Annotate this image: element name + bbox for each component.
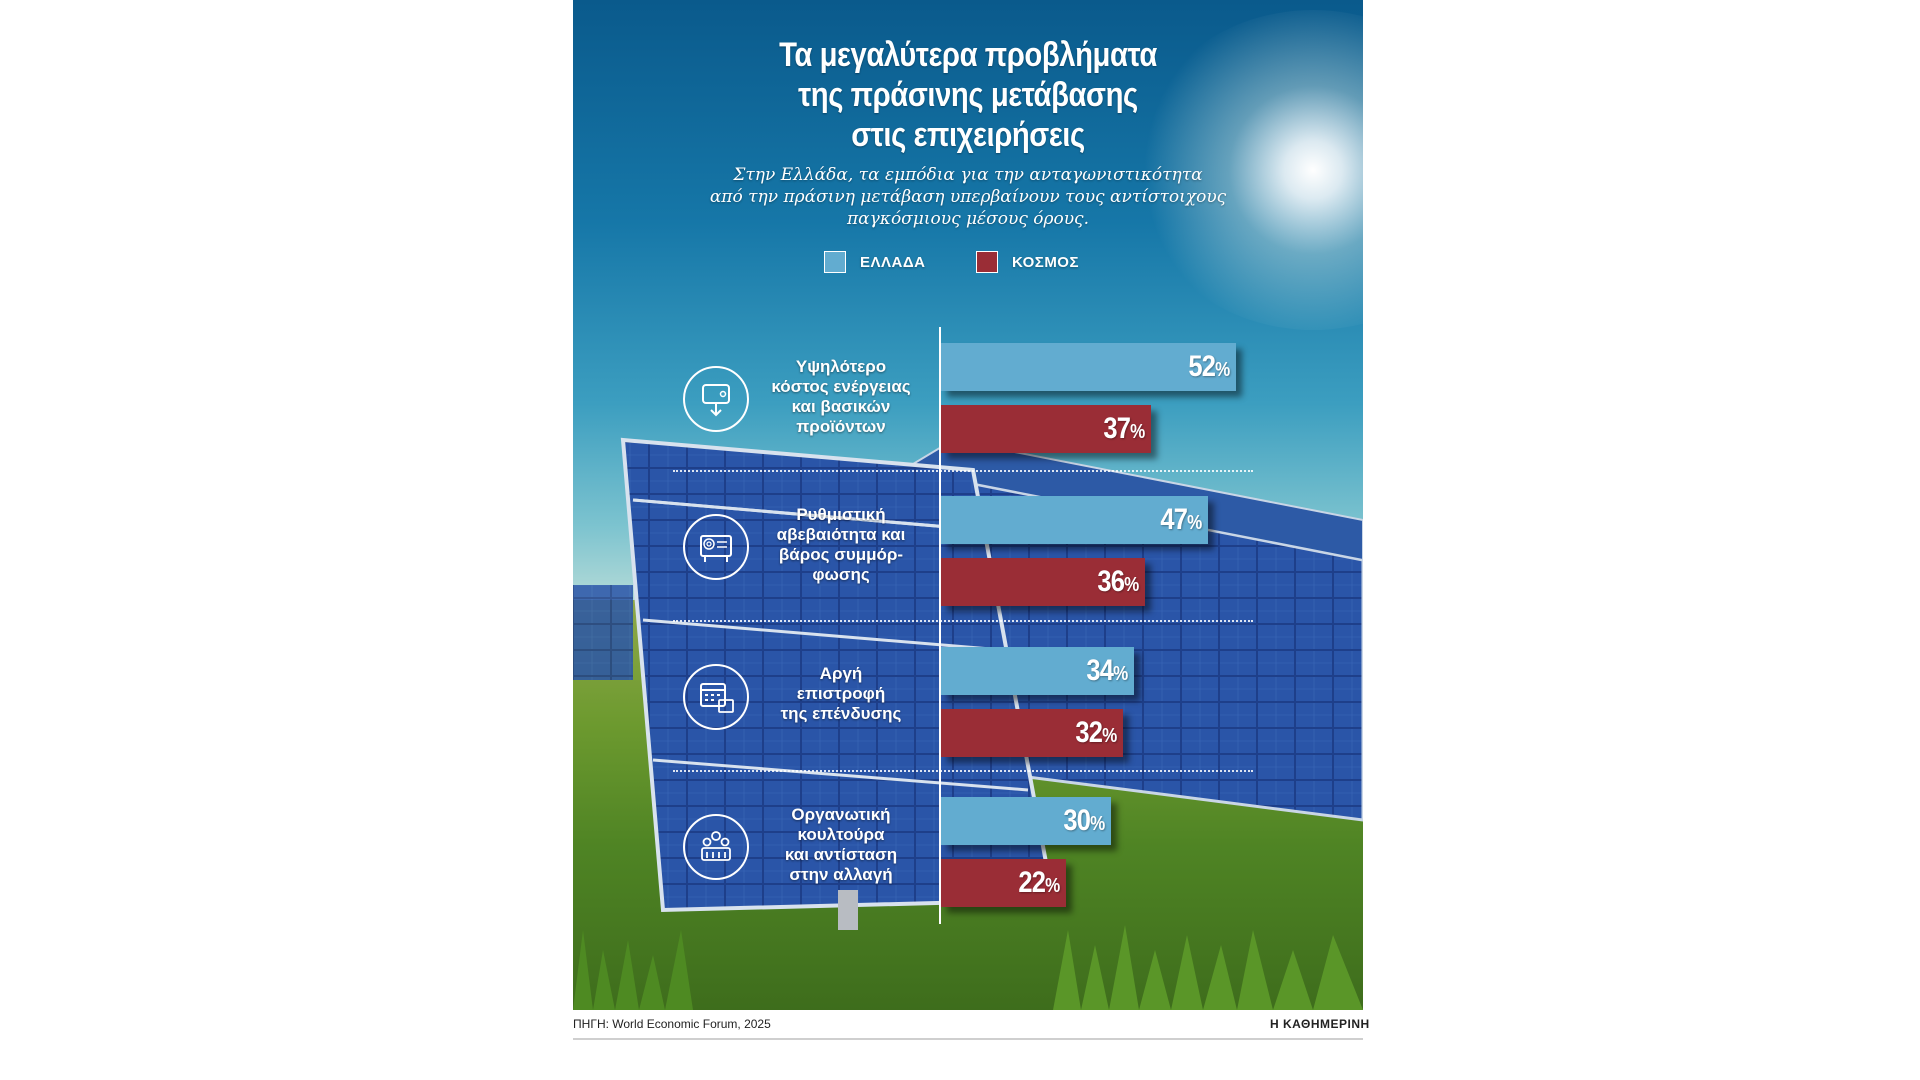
chart-title-line-2: της πράσινης μετάβασης xyxy=(798,76,1138,114)
bar-world-culture: 22% xyxy=(941,859,1066,907)
row-separator xyxy=(673,470,1253,472)
bar-value-label: 47% xyxy=(1160,503,1202,536)
category-label-line: Υψηλότερο xyxy=(795,357,887,376)
bar-value-label: 22% xyxy=(1018,866,1060,899)
source-note: ΠΗΓΗ: World Economic Forum, 2025 xyxy=(573,1017,771,1031)
bar-value-label: 36% xyxy=(1097,565,1139,598)
category-label-line: της επένδυσης xyxy=(780,704,902,723)
legend-item-greece: ΕΛΛΑΔΑ xyxy=(824,251,925,273)
calendar-money-icon xyxy=(683,664,749,730)
bar-axis-line xyxy=(939,327,941,924)
bar-value-label: 52% xyxy=(1188,350,1230,383)
category-label-line: κουλτούρα xyxy=(797,825,885,844)
subtitle-line-1: Στην Ελλάδα, τα εμπόδια για την ανταγωνι… xyxy=(733,165,1203,185)
legend-label-greece: ΕΛΛΑΔΑ xyxy=(860,253,926,271)
category-label-energy-cost: Υψηλότερο κόστος ενέργειας και βασικών π… xyxy=(755,357,927,437)
legend-swatch-greece xyxy=(824,251,846,273)
bar-world-energy-cost: 37% xyxy=(941,405,1151,453)
bar-value-label: 34% xyxy=(1086,654,1128,687)
category-label-line: επιστροφή xyxy=(796,684,886,703)
category-label-line: Ρυθμιστική xyxy=(796,505,886,524)
bar-value-label: 37% xyxy=(1103,412,1145,445)
category-label-line: φωσης xyxy=(812,565,870,584)
chart-title-line-3: στις επιχειρήσεις xyxy=(851,116,1085,154)
bar-greece-slow-return: 34% xyxy=(941,647,1134,695)
category-label-line: Αργή xyxy=(819,664,863,683)
bar-value-label: 30% xyxy=(1063,804,1105,837)
bar-greece-regulatory: 47% xyxy=(941,496,1208,544)
team-people-icon xyxy=(683,814,749,880)
legend-swatch-world xyxy=(976,251,998,273)
bar-world-regulatory: 36% xyxy=(941,558,1145,606)
category-label-slow-return: Αργή επιστροφή της επένδυσης xyxy=(755,664,927,724)
category-label-regulatory: Ρυθμιστική αβεβαιότητα και βάρος συμμόρ-… xyxy=(755,505,927,585)
category-label-line: Οργανωτική xyxy=(791,805,891,824)
category-label-culture: Οργανωτική κουλτούρα και αντίσταση στην … xyxy=(755,805,927,885)
legend-label-world: ΚΟΣΜΟΣ xyxy=(1012,253,1079,271)
bar-greece-energy-cost: 52% xyxy=(941,343,1236,391)
publisher-logo: Η ΚΑΘΗΜΕΡΙΝΗ xyxy=(1270,1017,1370,1031)
category-label-line: αβεβαιότητα και xyxy=(776,525,906,544)
row-separator xyxy=(673,770,1253,772)
bar-greece-culture: 30% xyxy=(941,797,1111,845)
chart-title-line-1: Τα μεγαλύτερα προβλήματα xyxy=(779,36,1157,74)
legend-item-world: ΚΟΣΜΟΣ xyxy=(976,251,1079,273)
category-label-line: και αντίσταση xyxy=(784,845,898,864)
category-label-line: βάρος συμμόρ- xyxy=(778,545,904,564)
bar-world-slow-return: 32% xyxy=(941,709,1123,757)
category-label-line: κόστος ενέργειας xyxy=(771,377,911,396)
category-label-line: προϊόντων xyxy=(796,417,886,436)
footer-rule xyxy=(573,1038,1363,1040)
fingerprint-document-icon xyxy=(683,514,749,580)
category-label-line: και βασικών xyxy=(791,397,891,416)
infographic-card: Τα μεγαλύτερα προβλήματα της πράσινης με… xyxy=(573,0,1363,1010)
category-label-line: στην αλλαγή xyxy=(789,865,893,884)
subtitle-line-2: από την πράσινη μετάβαση υπερβαίνουν του… xyxy=(709,187,1227,207)
bar-value-label: 32% xyxy=(1075,716,1117,749)
wallet-down-icon xyxy=(683,366,749,432)
row-separator xyxy=(673,620,1253,622)
subtitle-line-3: παγκόσμιους μέσους όρους. xyxy=(846,209,1089,229)
